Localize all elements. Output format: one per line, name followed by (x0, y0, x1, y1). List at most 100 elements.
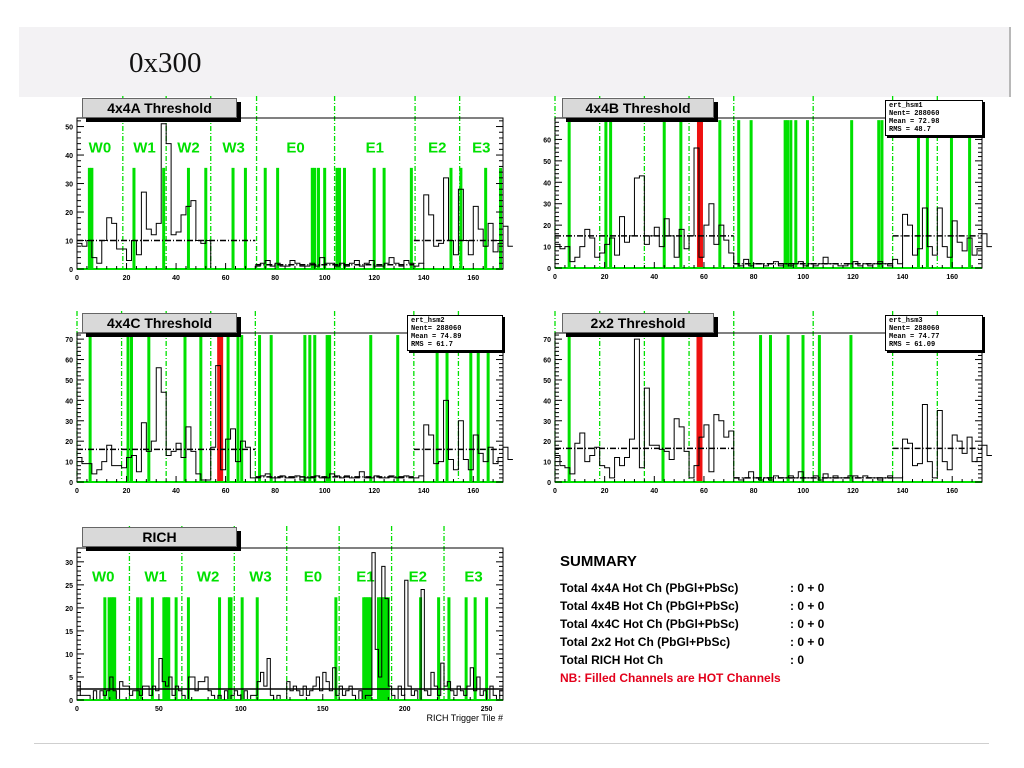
hot-channel-bar (850, 120, 854, 269)
hot-channel-bar (231, 167, 235, 269)
hot-channel-bar (111, 597, 115, 700)
hot-channel-bar (801, 335, 805, 482)
stats-box: ert_hsm3 Nent= 288060 Mean = 74.77 RMS =… (885, 315, 983, 351)
panel-4x4b: 0 10 20 30 40 50 60 0 20 40 60 80 100 120 140 160 4x4B T… (543, 96, 992, 281)
hot-channel-bar (789, 120, 793, 269)
x-axis-title: RICH Trigger Tile # (426, 713, 503, 723)
footer-divider (34, 743, 989, 744)
hot-channel-bar (445, 335, 449, 482)
sector-label: E2 (409, 569, 427, 586)
plot-area: W0 W1 W2 W3 E0 E1 E2 E3 0 5 10 15 20 25 30 0 50 100 150 200… (65, 526, 504, 713)
y-tick-label: 10 (543, 460, 551, 467)
hot-channel-red-bar (696, 333, 703, 482)
x-tick-label: 120 (847, 274, 859, 281)
hot-channel-bar (382, 167, 386, 269)
hot-channel-bar (165, 597, 169, 700)
panel-rich: W0 W1 W2 W3 E0 E1 E2 E3 0 5 10 15 20 25 30 0 50 100 150 200… (65, 526, 504, 723)
slide-title: 0x300 (129, 47, 202, 79)
panel-4x4c: 0 10 20 30 40 50 60 70 0 20 40 60 80 100 120 140 160 4x4C… (65, 311, 513, 495)
histogram-chart: 0 10 20 30 40 50 60 70 0 20 40 60 80 100 120 140 160 (543, 311, 992, 495)
summary-row: Total 4x4A Hot Ch (PbGl+PbSc): 0 + 0 (560, 579, 824, 597)
hot-channel-bar (167, 597, 171, 700)
summary: SUMMARY Total 4x4A Hot Ch (PbGl+PbSc): 0… (560, 553, 824, 687)
x-tick-label: 60 (222, 488, 230, 495)
y-tick-label: 30 (543, 202, 551, 209)
plot-area: W0 W1 W2 W3 E0 E1 E2 E3 0 10 20 30 40 50 0 20 40 60 80 100 1… (65, 96, 513, 282)
x-tick-label: 140 (418, 488, 430, 495)
y-tick-label: 40 (543, 180, 551, 187)
hot-channel-bar (163, 597, 167, 700)
sector-label: W0 (89, 139, 112, 156)
stats-rms: RMS = 61.09 (889, 341, 936, 349)
x-tick-label: 160 (946, 488, 958, 495)
hot-channel-bar (129, 335, 133, 482)
summary-value: : 0 + 0 (790, 635, 825, 649)
hot-channel-bar (186, 597, 190, 700)
hot-channel-bar (240, 335, 244, 482)
hot-channel-bar (218, 597, 222, 700)
y-tick-label: 50 (543, 159, 551, 166)
hot-channel-bar (737, 120, 741, 269)
y-tick-label: 60 (543, 137, 551, 144)
x-tick-label: 20 (601, 274, 609, 281)
hot-channel-bar (817, 335, 821, 482)
hot-channel-bar (849, 335, 853, 482)
stats-rms: RMS = 48.7 (889, 126, 932, 134)
hot-channel-bar (409, 167, 413, 269)
y-tick-label: 60 (543, 358, 551, 365)
x-tick-label: 0 (553, 274, 557, 281)
summary-label: Total 4x4B Hot Ch (PbGl+PbSc) (560, 599, 739, 613)
hot-channel-bar (567, 120, 571, 269)
stats-mean: Mean = 74.77 (889, 333, 940, 341)
summary-row: Total 2x2 Hot Ch (PbGl+PbSc): 0 + 0 (560, 633, 824, 651)
hot-channel-bar (367, 597, 371, 700)
stats-mean: Mean = 72.98 (889, 118, 940, 126)
plot-area: 0 10 20 30 40 50 60 70 0 20 40 60 80 100 120 140 160 (65, 311, 513, 495)
hot-channel-bar (499, 167, 503, 269)
chart-title: RICH (82, 527, 237, 547)
histogram-chart: W0 W1 W2 W3 E0 E1 E2 E3 0 10 20 30 40 50 0 20 40 60 80 100 1… (65, 96, 513, 282)
sector-label: W0 (92, 569, 115, 586)
y-tick-label: 5 (69, 675, 73, 682)
chart-title: 4x4B Threshold (562, 98, 714, 118)
y-tick-label: 10 (65, 239, 73, 246)
summary-heading: SUMMARY (560, 553, 637, 570)
hot-channel-bar (363, 597, 367, 700)
hot-channel-bar (759, 335, 763, 482)
summary-value: : 0 + 0 (790, 581, 825, 595)
hot-channel-bar (107, 597, 111, 700)
x-tick-label: 40 (650, 274, 658, 281)
summary-row: Total 4x4C Hot Ch (PbGl+PbSc): 0 + 0 (560, 615, 824, 633)
x-tick-label: 20 (601, 488, 609, 495)
sector-label: E1 (356, 569, 374, 586)
sector-label: W1 (133, 139, 156, 156)
x-tick-label: 100 (319, 275, 331, 282)
hot-channel-bar (258, 335, 262, 482)
x-tick-label: 100 (319, 488, 331, 495)
histogram-line (555, 147, 992, 267)
panel-2x2: 0 10 20 30 40 50 60 70 0 20 40 60 80 100 120 140 160 2x2 … (543, 311, 992, 495)
sector-label: W3 (222, 139, 245, 156)
hot-channel-bar (877, 120, 881, 269)
stats-name: ert_hsm2 (411, 317, 445, 325)
y-tick-label: 50 (543, 378, 551, 385)
summary-value: : 0 (790, 653, 805, 667)
hot-channel-bar (226, 335, 230, 482)
sector-label: W2 (197, 569, 220, 586)
sector-label: W2 (177, 139, 200, 156)
y-tick-label: 30 (65, 182, 73, 189)
hot-channel-bar (484, 167, 488, 269)
hot-channel-bar (313, 167, 317, 269)
y-tick-label: 50 (65, 378, 73, 385)
stats-entries: Nent= 288060 (889, 110, 940, 118)
hot-channel-bar (338, 167, 342, 269)
x-tick-label: 150 (317, 706, 329, 713)
hot-channel-bar (396, 335, 400, 482)
hot-channel-bar (661, 335, 665, 482)
hot-channel-bar (174, 597, 178, 700)
y-tick-label: 70 (65, 337, 73, 344)
y-tick-label: 40 (543, 398, 551, 405)
hot-channel-bar (485, 597, 489, 700)
hot-channel-bar (147, 335, 151, 482)
x-tick-label: 0 (75, 275, 79, 282)
